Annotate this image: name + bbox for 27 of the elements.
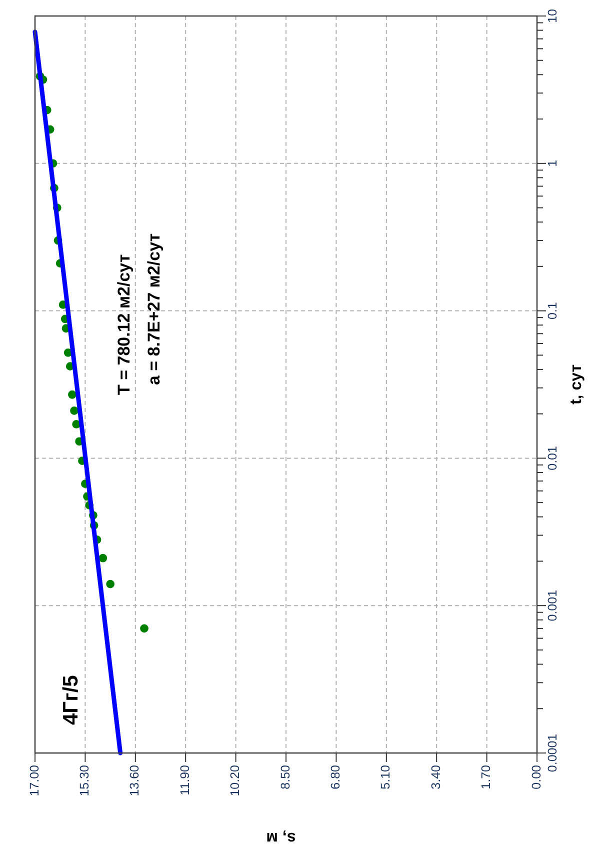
x-tick-label: 15.30 bbox=[77, 764, 92, 796]
annotation: a = 8.7E+27 м2/сут bbox=[144, 233, 164, 385]
x-tick-label: 5.10 bbox=[378, 764, 393, 790]
x-tick-label: 6.80 bbox=[328, 764, 342, 790]
x-tick-label: 17.00 bbox=[27, 764, 42, 796]
point bbox=[70, 406, 78, 415]
y-tick-label: 0.1 bbox=[545, 302, 560, 320]
x-axis-title: s, м bbox=[266, 828, 296, 846]
x-tick-label: 3.40 bbox=[428, 764, 443, 790]
annotation: T = 780.12 м2/сут bbox=[114, 254, 134, 395]
point bbox=[106, 580, 114, 588]
x-tick-label: 13.60 bbox=[128, 764, 142, 796]
x-tick-label: 8.50 bbox=[278, 764, 292, 790]
point bbox=[98, 554, 108, 562]
x-tick-label: 0.00 bbox=[529, 764, 544, 790]
point bbox=[68, 390, 76, 399]
annotation: 4Гг/5 bbox=[60, 674, 83, 725]
y-tick-label: 0.001 bbox=[545, 590, 560, 622]
x-tick-label: 1.70 bbox=[479, 764, 494, 790]
y-tick-label: 10 bbox=[545, 9, 560, 23]
y-tick-label: 1 bbox=[545, 160, 560, 167]
x-tick-label: 10.20 bbox=[228, 764, 242, 796]
x-tick-label: 11.90 bbox=[178, 764, 192, 796]
y-axis-title: t, сут bbox=[568, 364, 586, 405]
point bbox=[140, 624, 148, 633]
y-tick-label: 0.0001 bbox=[545, 734, 560, 772]
y-tick-label: 0.01 bbox=[545, 446, 560, 470]
